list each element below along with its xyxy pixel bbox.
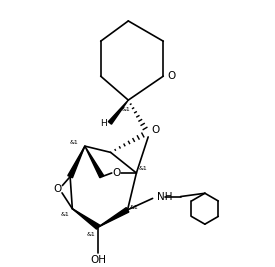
Text: &1: &1	[86, 231, 95, 237]
Text: &1: &1	[61, 212, 69, 217]
Polygon shape	[108, 100, 128, 124]
Text: &1: &1	[138, 166, 147, 171]
Text: O: O	[151, 124, 159, 135]
Polygon shape	[98, 208, 129, 227]
Polygon shape	[68, 146, 85, 178]
Text: &1: &1	[122, 107, 131, 112]
Text: &1: &1	[70, 140, 78, 145]
Text: O: O	[168, 71, 176, 81]
Text: H: H	[100, 119, 107, 128]
Polygon shape	[85, 146, 104, 178]
Polygon shape	[72, 209, 100, 229]
Text: O: O	[53, 184, 62, 194]
Text: O: O	[112, 168, 121, 178]
Text: &1: &1	[130, 206, 138, 210]
Text: NH: NH	[157, 191, 172, 202]
Text: OH: OH	[90, 255, 106, 265]
